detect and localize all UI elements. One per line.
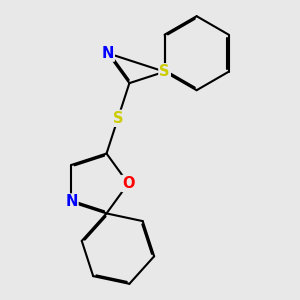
Text: S: S (159, 64, 170, 79)
Text: N: N (101, 46, 114, 61)
Text: S: S (113, 111, 123, 126)
Text: N: N (65, 194, 77, 209)
Text: O: O (122, 176, 134, 191)
